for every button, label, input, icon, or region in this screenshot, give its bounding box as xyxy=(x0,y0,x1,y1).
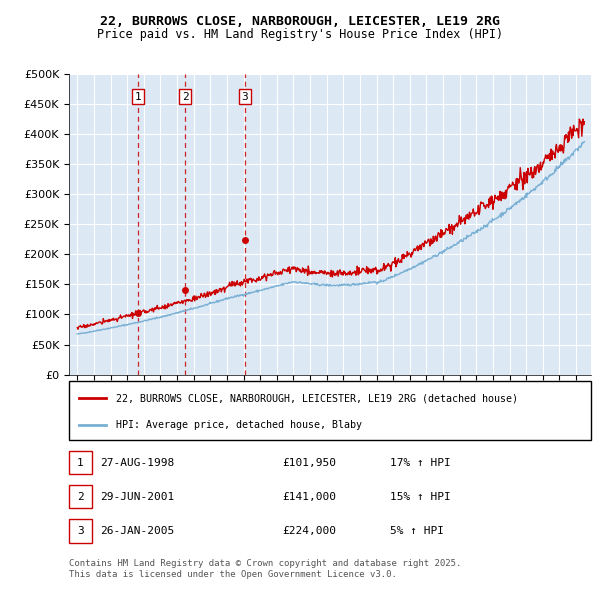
Text: 29-JUN-2001: 29-JUN-2001 xyxy=(100,492,175,502)
Text: 3: 3 xyxy=(77,526,84,536)
Text: 3: 3 xyxy=(241,91,248,101)
Text: 15% ↑ HPI: 15% ↑ HPI xyxy=(390,492,451,502)
Text: 22, BURROWS CLOSE, NARBOROUGH, LEICESTER, LE19 2RG (detached house): 22, BURROWS CLOSE, NARBOROUGH, LEICESTER… xyxy=(116,394,518,403)
Text: 2: 2 xyxy=(77,492,84,502)
Text: Price paid vs. HM Land Registry's House Price Index (HPI): Price paid vs. HM Land Registry's House … xyxy=(97,28,503,41)
Text: 1: 1 xyxy=(77,458,84,467)
Text: 5% ↑ HPI: 5% ↑ HPI xyxy=(390,526,444,536)
Text: 26-JAN-2005: 26-JAN-2005 xyxy=(100,526,175,536)
Text: 22, BURROWS CLOSE, NARBOROUGH, LEICESTER, LE19 2RG: 22, BURROWS CLOSE, NARBOROUGH, LEICESTER… xyxy=(100,15,500,28)
Text: Contains HM Land Registry data © Crown copyright and database right 2025.: Contains HM Land Registry data © Crown c… xyxy=(69,559,461,568)
Text: £224,000: £224,000 xyxy=(282,526,336,536)
Text: 1: 1 xyxy=(134,91,142,101)
Text: 2: 2 xyxy=(182,91,188,101)
Text: This data is licensed under the Open Government Licence v3.0.: This data is licensed under the Open Gov… xyxy=(69,570,397,579)
Text: 27-AUG-1998: 27-AUG-1998 xyxy=(100,458,175,467)
Text: £101,950: £101,950 xyxy=(282,458,336,467)
Text: HPI: Average price, detached house, Blaby: HPI: Average price, detached house, Blab… xyxy=(116,420,362,430)
Text: 17% ↑ HPI: 17% ↑ HPI xyxy=(390,458,451,467)
Text: £141,000: £141,000 xyxy=(282,492,336,502)
